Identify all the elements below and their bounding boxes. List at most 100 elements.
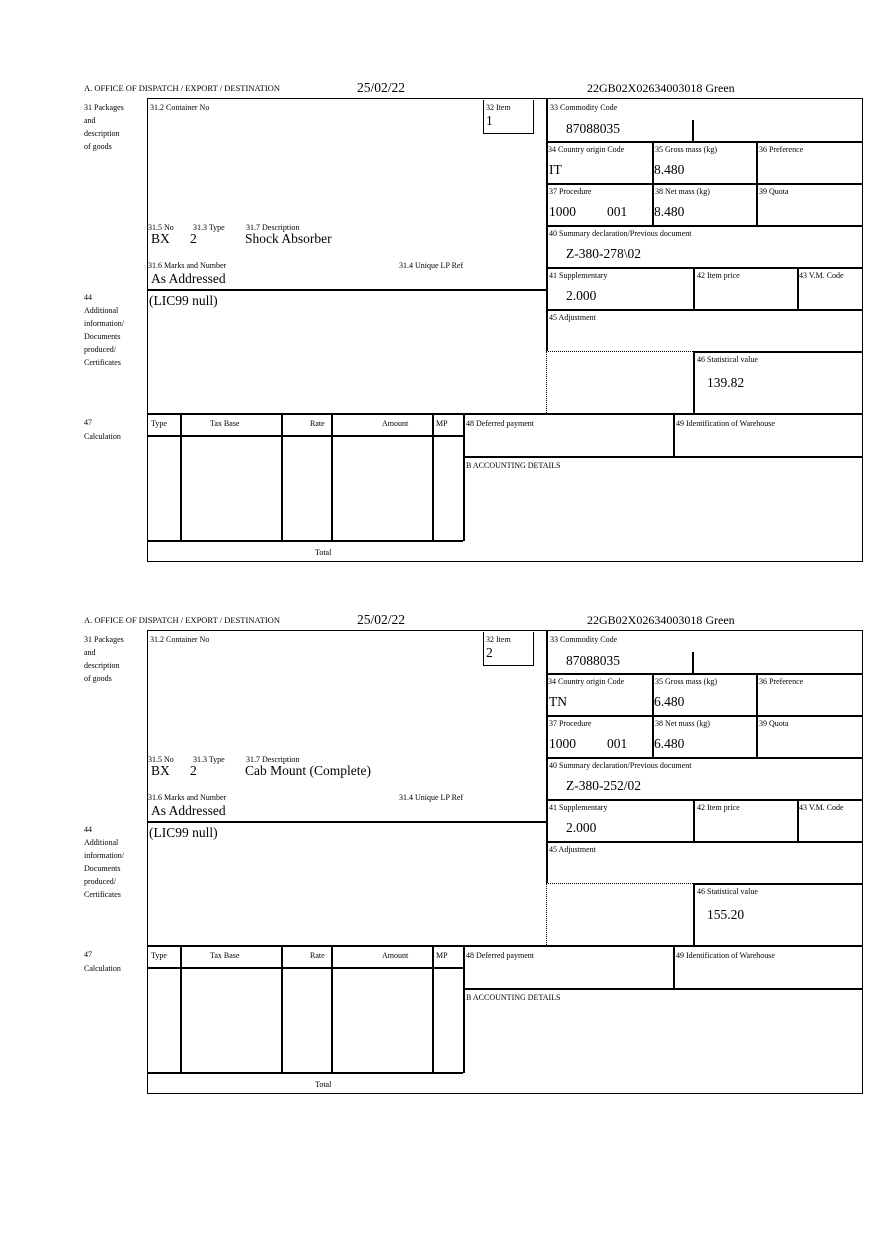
container-no-label: 31.2 Container No	[150, 103, 210, 112]
item-price-label: 42 Item price	[697, 271, 740, 280]
item-number: 2	[486, 645, 493, 660]
gross-mass: 6.480	[654, 694, 685, 709]
type-label: 31.3 Type	[193, 223, 225, 232]
divider	[693, 883, 863, 885]
net-mass-label: 38 Net mass (kg)	[655, 719, 710, 728]
no-label: 31.5 No	[148, 755, 174, 764]
box-44-label: Certificates	[84, 890, 121, 899]
country-label: 34 Country origin Code	[548, 145, 625, 154]
deferred-payment-label: 48 Deferred payment	[466, 419, 534, 428]
vm-code-label: 43 V.M. Code	[799, 803, 844, 812]
marks-label: 31.6 Marks and Number	[148, 793, 227, 802]
item-box	[483, 100, 534, 134]
divider	[281, 413, 283, 540]
box-31-label: of goods	[84, 142, 112, 151]
form-border	[147, 630, 863, 1094]
gross-mass-label: 35 Gross mass (kg)	[655, 145, 717, 154]
procedure-additional-code: 001	[607, 736, 628, 751]
box-44-label: information/	[84, 851, 124, 860]
box-47-label: 47	[84, 950, 92, 959]
supplementary-label: 41 Supplementary	[549, 803, 608, 812]
previous-document: Z-380-278\02	[566, 246, 641, 261]
calc-total-label: Total	[315, 1080, 332, 1089]
dotted-divider	[546, 883, 547, 945]
calc-amount-header: Amount	[382, 419, 409, 428]
box-31-label: and	[84, 116, 96, 125]
gross-mass: 8.480	[654, 162, 685, 177]
divider	[147, 821, 547, 823]
divider	[756, 673, 758, 757]
declaration-date: 25/02/22	[357, 612, 406, 627]
warehouse-label: 49 Identification of Warehouse	[676, 419, 775, 428]
box-44-label: Documents	[84, 332, 121, 341]
goods-description: Shock Absorber	[245, 231, 332, 246]
type-label: 31.3 Type	[193, 755, 225, 764]
calc-type-header: Type	[151, 951, 167, 960]
dotted-divider	[546, 351, 693, 352]
item-price-label: 42 Item price	[697, 803, 740, 812]
divider	[546, 141, 863, 143]
package-no: BX	[151, 231, 170, 246]
declaration-reference: 22GB02X02634003018 Green	[587, 613, 735, 627]
country-code: TN	[549, 694, 567, 709]
box-44-label: Certificates	[84, 358, 121, 367]
divider	[281, 945, 283, 1072]
divider	[546, 98, 548, 351]
box-44-label: 44	[84, 293, 92, 302]
package-type: 2	[190, 763, 197, 778]
divider	[147, 967, 463, 969]
unique-ref-label: 31.4 Unique LP Ref	[399, 261, 464, 270]
calc-type-header: Type	[151, 419, 167, 428]
commodity-label: 33 Commodity Code	[550, 635, 618, 644]
divider	[546, 309, 863, 311]
supplementary-units: 2.000	[566, 288, 597, 303]
description-label: 31.7 Description	[246, 755, 300, 764]
unique-ref-label: 31.4 Unique LP Ref	[399, 793, 464, 802]
declaration-date: 25/02/22	[357, 80, 406, 95]
divider	[463, 413, 465, 541]
calc-tax-base-header: Tax Base	[210, 951, 240, 960]
accounting-details-label: B ACCOUNTING DETAILS	[466, 461, 561, 470]
divider	[546, 841, 863, 843]
procedure-label: 37 Procedure	[549, 719, 592, 728]
divider	[546, 183, 863, 185]
divider	[180, 945, 182, 1072]
dotted-divider	[546, 883, 693, 884]
gross-mass-label: 35 Gross mass (kg)	[655, 677, 717, 686]
calc-amount-header: Amount	[382, 951, 409, 960]
quota-label: 39 Quota	[759, 187, 789, 196]
dotted-divider	[546, 351, 547, 413]
marks-label: 31.6 Marks and Number	[148, 261, 227, 270]
calc-mp-header: MP	[436, 951, 448, 960]
description-label: 31.7 Description	[246, 223, 300, 232]
commodity-code: 87088035	[566, 121, 620, 136]
divider	[693, 351, 863, 353]
item-label: 32 Item	[486, 103, 511, 112]
office-heading: A. OFFICE OF DISPATCH / EXPORT / DESTINA…	[84, 615, 280, 625]
preference-label: 36 Preference	[759, 677, 804, 686]
item-label: 32 Item	[486, 635, 511, 644]
box-44-label: information/	[84, 319, 124, 328]
additional-info-value: (LIC99 null)	[149, 293, 218, 308]
divider	[546, 267, 863, 269]
declaration-reference: 22GB02X02634003018 Green	[587, 81, 735, 95]
divider	[673, 413, 675, 456]
divider	[692, 652, 694, 673]
divider	[147, 540, 463, 542]
box-44-label: Additional	[84, 306, 119, 315]
vm-code-label: 43 V.M. Code	[799, 271, 844, 280]
commodity-label: 33 Commodity Code	[550, 103, 618, 112]
supplementary-label: 41 Supplementary	[549, 271, 608, 280]
box-31-label: 31 Packages	[84, 635, 124, 644]
summary-label: 40 Summary declaration/Previous document	[549, 229, 692, 238]
box-31-label: 31 Packages	[84, 103, 124, 112]
item-number: 1	[486, 113, 493, 128]
additional-info-value: (LIC99 null)	[149, 825, 218, 840]
divider	[673, 945, 675, 988]
procedure-label: 37 Procedure	[549, 187, 592, 196]
procedure-code: 1000	[549, 204, 576, 219]
box-31-label: and	[84, 648, 96, 657]
divider	[147, 289, 547, 291]
quota-label: 39 Quota	[759, 719, 789, 728]
supplementary-units: 2.000	[566, 820, 597, 835]
